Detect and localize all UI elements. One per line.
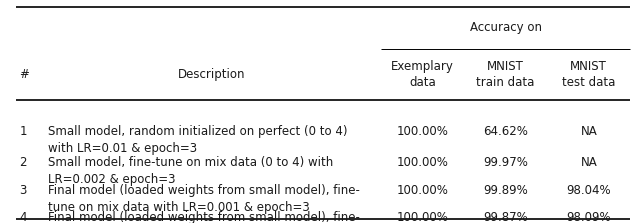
Text: Accuracy on: Accuracy on (470, 21, 541, 34)
Text: #: # (19, 68, 29, 81)
Text: 98.09%: 98.09% (566, 211, 611, 223)
Text: MNIST
test data: MNIST test data (562, 60, 616, 89)
Text: 100.00%: 100.00% (396, 184, 449, 197)
Text: 100.00%: 100.00% (396, 211, 449, 223)
Text: 99.89%: 99.89% (483, 184, 528, 197)
Text: Final model (loaded weights from small model), fine-
tune on mix data with LR=0.: Final model (loaded weights from small m… (48, 211, 360, 223)
Text: MNIST
train data: MNIST train data (476, 60, 535, 89)
Text: 99.97%: 99.97% (483, 156, 528, 169)
Text: 1: 1 (19, 125, 27, 138)
Text: 3: 3 (19, 184, 27, 197)
Text: NA: NA (580, 125, 597, 138)
Text: Exemplary
data: Exemplary data (391, 60, 454, 89)
Text: Description: Description (177, 68, 245, 81)
Text: 100.00%: 100.00% (396, 156, 449, 169)
Text: 99.87%: 99.87% (483, 211, 528, 223)
Text: NA: NA (580, 156, 597, 169)
Text: Small model, random initialized on perfect (0 to 4)
with LR=0.01 & epoch=3: Small model, random initialized on perfe… (48, 125, 348, 155)
Text: Small model, fine-tune on mix data (0 to 4) with
LR=0.002 & epoch=3: Small model, fine-tune on mix data (0 to… (48, 156, 333, 186)
Text: Final model (loaded weights from small model), fine-
tune on mix data with LR=0.: Final model (loaded weights from small m… (48, 184, 360, 214)
Text: 64.62%: 64.62% (483, 125, 528, 138)
Text: 4: 4 (19, 211, 27, 223)
Text: 2: 2 (19, 156, 27, 169)
Text: 98.04%: 98.04% (566, 184, 611, 197)
Text: 100.00%: 100.00% (396, 125, 449, 138)
